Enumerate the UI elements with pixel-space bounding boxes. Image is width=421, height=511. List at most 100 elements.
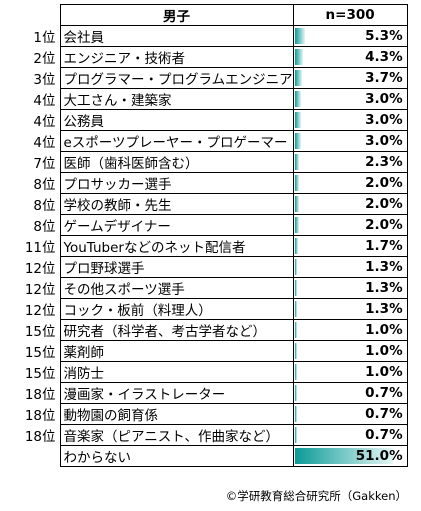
table-row: 12位 コック・板前（料理人） 1.3% (4, 298, 408, 320)
data-label: 0.7% (365, 385, 403, 401)
category-label: 薬剤師 (59, 340, 294, 362)
value-cell: 1.0% (293, 361, 408, 383)
category-label: 学校の教師・先生 (59, 193, 294, 215)
data-label: 1.3% (365, 259, 403, 275)
category-label: 漫画家・イラストレーター (59, 382, 294, 404)
table-row: わからない 51.0% (4, 445, 408, 467)
bar (294, 385, 297, 401)
bar (294, 217, 299, 233)
bar (294, 196, 299, 212)
table-row: 7位 医師（歯科医師含む） 2.3% (4, 151, 408, 173)
data-label: 2.0% (365, 175, 403, 191)
value-cell: 1.3% (293, 298, 408, 320)
value-cell: 2.3% (293, 151, 408, 173)
rank-label (4, 446, 60, 467)
table-row: 15位 研究者（科学者、考古学者など） 1.0% (4, 319, 408, 341)
bar (294, 280, 297, 296)
rank-label: 3位 (33, 72, 56, 88)
bar (294, 154, 299, 170)
category-label: エンジニア・技術者 (59, 46, 294, 68)
category-label: プログラマー・プログラムエンジニア (59, 67, 294, 89)
category-label: 公務員 (59, 109, 294, 131)
bar (294, 322, 297, 338)
value-cell: 2.0% (293, 172, 408, 194)
ranking-table: 男子 n=300 1位 会社員 5.3% 2位 エンジニア・技術者 4.3% 3位 プログラマ… (4, 4, 408, 467)
rank-label: 2位 (33, 51, 56, 67)
rank-label: 8位 (33, 198, 56, 214)
data-label: 1.3% (365, 301, 403, 317)
bar (294, 112, 301, 128)
data-label: 1.0% (365, 364, 403, 380)
data-label: 3.7% (365, 70, 403, 86)
header-row: 男子 n=300 (4, 4, 408, 26)
bar (294, 175, 299, 191)
table-row: 4位 eスポーツプレーヤー・プロゲーマー 3.0% (4, 130, 408, 152)
data-label: 51.0% (355, 448, 403, 464)
table-row: 8位 ゲームデザイナー 2.0% (4, 214, 408, 236)
rank-label: 4位 (33, 114, 56, 130)
data-label: 4.3% (365, 49, 403, 65)
value-cell: 3.0% (293, 88, 408, 110)
rank-label: 8位 (33, 177, 56, 193)
bar (294, 259, 297, 275)
rank-label: 11位 (24, 240, 56, 256)
ranking-rows: 1位 会社員 5.3% 2位 エンジニア・技術者 4.3% 3位 プログラマー・プログラムエン… (4, 25, 408, 467)
data-label: 2.0% (365, 217, 403, 233)
table-row: 8位 学校の教師・先生 2.0% (4, 193, 408, 215)
rank-label: 18位 (24, 429, 56, 445)
value-cell: 3.7% (293, 67, 408, 89)
table-row: 15位 薬剤師 1.0% (4, 340, 408, 362)
rank-label: 7位 (33, 156, 56, 172)
bar (294, 49, 303, 65)
bar (294, 343, 297, 359)
data-label: 3.0% (365, 91, 403, 107)
data-label: 2.3% (365, 154, 403, 170)
rank-header (4, 5, 60, 26)
table-row: 4位 公務員 3.0% (4, 109, 408, 131)
data-label: 3.0% (365, 112, 403, 128)
table-row: 18位 音楽家（ピアニスト、作曲家など） 0.7% (4, 424, 408, 446)
category-label: プロサッカー選手 (59, 172, 294, 194)
value-cell: 2.0% (293, 214, 408, 236)
value-cell: 1.7% (293, 235, 408, 257)
value-cell: 1.3% (293, 277, 408, 299)
value-cell: 1.0% (293, 340, 408, 362)
data-label: 0.7% (365, 406, 403, 422)
data-label: 2.0% (365, 196, 403, 212)
table-row: 3位 プログラマー・プログラムエンジニア 3.7% (4, 67, 408, 89)
value-cell: 3.0% (293, 109, 408, 131)
bar (294, 427, 297, 443)
bar (294, 406, 297, 422)
value-cell: 0.7% (293, 424, 408, 446)
data-label: 5.3% (365, 28, 403, 44)
table-row: 4位 大工さん・建築家 3.0% (4, 88, 408, 110)
category-label: 大工さん・建築家 (59, 88, 294, 110)
job-header: 男子 (59, 4, 294, 26)
category-label: プロ野球選手 (59, 256, 294, 278)
table-row: 15位 消防士 1.0% (4, 361, 408, 383)
value-cell: 3.0% (293, 130, 408, 152)
data-label: 0.7% (365, 427, 403, 443)
category-label: 動物園の飼育係 (59, 403, 294, 425)
table-row: 2位 エンジニア・技術者 4.3% (4, 46, 408, 68)
rank-label: 8位 (33, 219, 56, 235)
bar (294, 301, 297, 317)
rank-label: 15位 (24, 366, 56, 382)
rank-label: 15位 (24, 324, 56, 340)
rank-label: 12位 (24, 261, 56, 277)
category-label: 医師（歯科医師含む） (59, 151, 294, 173)
category-label: 研究者（科学者、考古学者など） (59, 319, 294, 341)
rank-label: 12位 (24, 282, 56, 298)
table-row: 18位 漫画家・イラストレーター 0.7% (4, 382, 408, 404)
value-cell: 0.7% (293, 403, 408, 425)
rank-label: 4位 (33, 93, 56, 109)
rank-label: 4位 (33, 135, 56, 151)
bar (294, 448, 393, 464)
category-label: 音楽家（ピアニスト、作曲家など） (59, 424, 294, 446)
bar (294, 28, 305, 44)
category-label: 消防士 (59, 361, 294, 383)
data-label: 3.0% (365, 133, 403, 149)
credit-text: ©学研教育総合研究所（Gakken） (225, 489, 407, 503)
value-cell: 5.3% (293, 25, 408, 47)
bar (294, 133, 301, 149)
